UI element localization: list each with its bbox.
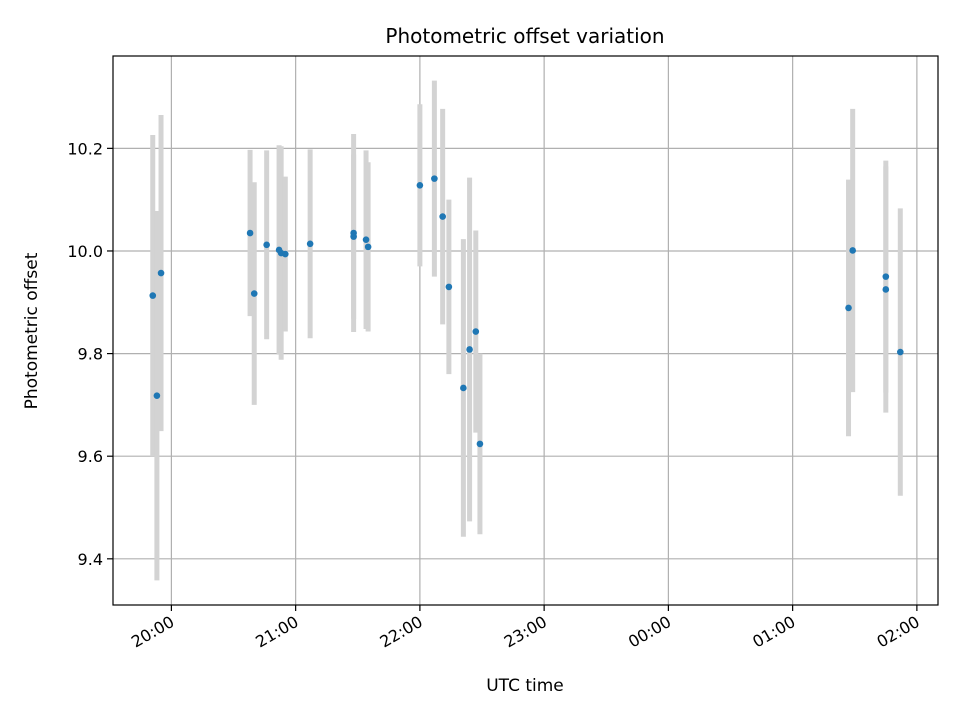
chart-title: Photometric offset variation xyxy=(385,24,664,48)
data-point xyxy=(350,233,357,240)
data-point xyxy=(476,440,484,448)
data-point xyxy=(246,229,254,237)
data-point xyxy=(263,241,270,249)
data-point xyxy=(445,283,453,291)
data-point xyxy=(364,243,372,251)
data-point xyxy=(472,328,480,335)
y-axis-ticks: 9.4 9.6 9.8 10.0 10.2 xyxy=(67,139,113,569)
y-tick-label: 9.6 xyxy=(78,447,103,466)
data-point xyxy=(281,250,289,258)
data-point xyxy=(416,181,424,189)
y-tick-label: 10.2 xyxy=(67,139,103,158)
data-point xyxy=(849,247,856,254)
data-point xyxy=(882,286,890,293)
y-axis-label: Photometric offset xyxy=(22,252,42,409)
y-tick-label: 9.4 xyxy=(78,550,103,569)
data-point xyxy=(460,384,467,392)
data-points xyxy=(149,175,904,448)
data-point xyxy=(362,236,370,243)
data-point xyxy=(157,269,165,277)
data-point xyxy=(439,213,446,220)
x-axis-label: UTC time xyxy=(486,676,564,696)
data-point xyxy=(149,292,157,299)
y-tick-label: 10.0 xyxy=(67,242,103,261)
plot-frame xyxy=(112,55,939,606)
data-point xyxy=(153,392,161,399)
data-point xyxy=(897,348,904,356)
data-point xyxy=(845,304,852,312)
y-tick-label: 9.8 xyxy=(78,345,103,364)
data-point xyxy=(250,290,258,297)
data-point xyxy=(466,346,473,353)
data-point xyxy=(306,240,314,248)
data-point xyxy=(431,175,438,182)
data-point xyxy=(882,273,890,280)
